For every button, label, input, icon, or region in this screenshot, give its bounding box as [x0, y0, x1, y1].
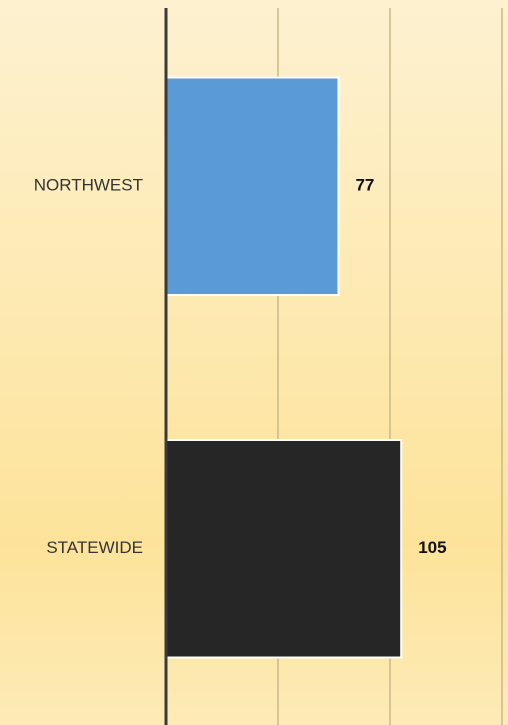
category-label: STATEWIDE — [46, 538, 143, 557]
bar — [165, 439, 403, 659]
bar — [165, 76, 340, 296]
value-label: 77 — [355, 176, 374, 195]
value-label: 105 — [418, 538, 446, 557]
category-label: NORTHWEST — [34, 176, 143, 195]
